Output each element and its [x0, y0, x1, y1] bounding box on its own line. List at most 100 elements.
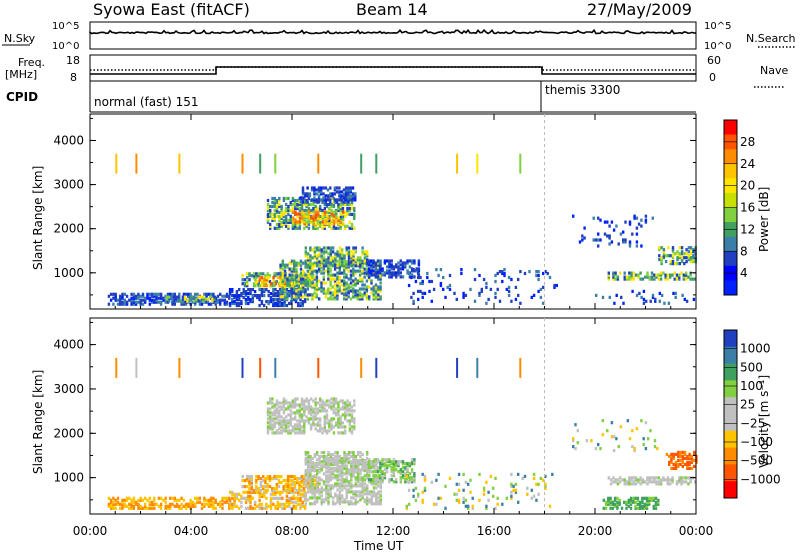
heatmap-cell [253, 294, 257, 298]
heatmap-cell [494, 295, 497, 299]
heatmap-cell [212, 496, 215, 500]
heatmap-cell [315, 287, 319, 291]
heatmap-cell [686, 460, 689, 464]
heatmap-cell [109, 506, 113, 510]
heatmap-cell [278, 202, 281, 207]
heatmap-cell [302, 295, 305, 299]
heatmap-cell [177, 299, 180, 303]
heatmap-cell [309, 423, 313, 427]
heatmap-cell [439, 283, 443, 288]
heatmap-cell [273, 409, 276, 413]
heatmap-cell [306, 252, 310, 256]
heatmap-cell [146, 294, 149, 298]
heatmap-cell [295, 263, 298, 267]
heatmap-cell [244, 506, 248, 510]
heatmap-cell [141, 506, 145, 510]
heatmap-cell [298, 421, 301, 425]
heatmap-cell [313, 246, 317, 250]
heatmap-cell [336, 470, 339, 474]
heatmap-cell [610, 435, 614, 439]
heatmap-cell [316, 401, 320, 405]
heatmap-cell [343, 451, 346, 455]
heatmap-cell [275, 204, 279, 209]
heatmap-cell [319, 204, 322, 209]
heatmap-cell [496, 287, 499, 291]
heatmap-cell [350, 413, 354, 417]
heatmap-cell [671, 246, 675, 250]
heatmap-cell [265, 300, 268, 304]
heatmap-cell [282, 417, 286, 421]
heatmap-cell [278, 431, 281, 435]
heatmap-cell [278, 222, 281, 226]
heatmap-cell [323, 429, 326, 433]
heatmap-cell [312, 419, 315, 423]
heatmap-cell [407, 271, 411, 276]
heatmap-cell [189, 500, 192, 504]
heatmap-cell [303, 218, 306, 222]
heatmap-cell [632, 476, 635, 480]
heatmap-cell [274, 292, 277, 296]
heatmap-cell [225, 302, 229, 306]
heatmap-cell [308, 281, 312, 285]
heatmap-cell [314, 210, 318, 214]
heatmap-cell [368, 458, 371, 462]
heatmap-cell [341, 496, 344, 500]
heatmap-cell [157, 504, 161, 508]
heatmap-cell [683, 256, 686, 260]
heatmap-cell [347, 188, 350, 192]
heatmap-cell [269, 401, 272, 405]
heatmap-cell [485, 506, 488, 510]
heatmap-cell [338, 192, 341, 196]
heatmap-cell [307, 212, 311, 216]
heatmap-cell [291, 427, 295, 431]
heatmap-cell [381, 267, 384, 271]
heatmap-cell [381, 464, 384, 468]
heatmap-cell [289, 220, 292, 224]
heatmap-cell [363, 482, 367, 486]
heatmap-cell [317, 196, 321, 200]
heatmap-cell [322, 451, 326, 455]
heatmap-cell [341, 472, 344, 476]
heatmap-cell [669, 254, 672, 258]
heatmap-cell [240, 294, 243, 298]
heatmap-cell [305, 220, 308, 224]
heatmap-cell [266, 198, 270, 203]
heatmap-cell [256, 504, 259, 508]
heatmap-cell [314, 222, 318, 226]
heatmap-cell [148, 298, 151, 302]
heatmap-cell [281, 277, 284, 281]
heatmap-cell [392, 265, 396, 269]
heatmap-cell [159, 300, 163, 304]
heatmap-cell [356, 480, 360, 484]
heatmap-cell [244, 496, 248, 500]
heatmap-cell [301, 300, 304, 304]
heatmap-cell [171, 292, 174, 296]
heatmap-cell [319, 206, 322, 211]
heatmap-cell [674, 460, 678, 464]
heatmap-cell [331, 486, 335, 490]
heatmap-cell [336, 455, 339, 459]
heatmap-cell [291, 481, 294, 485]
heatmap-cell [330, 214, 333, 218]
heatmap-cell [367, 267, 371, 271]
heatmap-cell [303, 226, 306, 230]
heatmap-cell [260, 284, 264, 288]
heatmap-cell [372, 502, 376, 506]
heatmap-cell [247, 506, 250, 510]
heatmap-cell [354, 277, 357, 281]
heatmap-cell [283, 275, 287, 279]
heatmap-cell [320, 478, 323, 482]
heatmap-cell [297, 281, 300, 285]
heatmap-cell [235, 292, 239, 296]
heatmap-cell [130, 292, 133, 296]
heatmap-cell [374, 478, 377, 482]
heatmap-cell [606, 234, 609, 238]
heatmap-cell [379, 285, 382, 289]
range-stripe [241, 357, 244, 378]
heatmap-cell [335, 220, 338, 224]
heatmap-cell [663, 301, 666, 305]
heatmap-cell [496, 502, 499, 506]
heatmap-cell [351, 198, 355, 202]
heatmap-cell [595, 293, 598, 297]
heatmap-cell [333, 291, 337, 295]
